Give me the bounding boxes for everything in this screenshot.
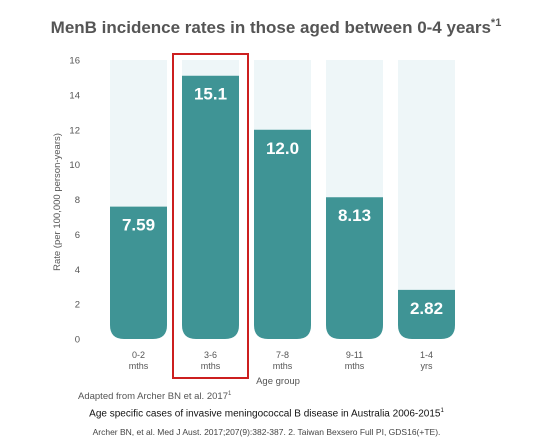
bar-value-label: 8.13 xyxy=(338,206,371,225)
value-labels: 7.59 15.1 12.0 8.13 2.82 xyxy=(122,85,443,318)
x-tick-label: 0-2 xyxy=(132,350,145,360)
y-tick-label: 16 xyxy=(69,56,80,67)
y-tick-label: 6 xyxy=(75,230,80,241)
x-tick-label: 1-4 xyxy=(420,350,433,360)
bar xyxy=(182,75,239,339)
bar-value-label: 7.59 xyxy=(122,216,155,235)
bar xyxy=(110,206,167,339)
y-tick-label: 8 xyxy=(75,195,80,206)
references: Archer BN, et al. Med J Aust. 2017;207(9… xyxy=(92,427,441,437)
chart-title: MenB incidence rates in those aged betwe… xyxy=(51,17,502,37)
highlight-box xyxy=(172,53,249,379)
x-tick-label: 9-11 xyxy=(346,350,363,360)
y-axis-ticks: 0 2 4 6 8 10 12 14 16 xyxy=(69,56,80,346)
x-tick-label: 7-8 xyxy=(276,350,289,360)
y-tick-label: 10 xyxy=(69,160,80,171)
bar-background xyxy=(398,60,455,339)
x-axis-label: Age group xyxy=(256,376,300,387)
y-tick-label: 0 xyxy=(75,335,80,346)
adapted-from-note: Adapted from Archer BN et al. 20171 xyxy=(78,391,232,403)
bar-value-label: 12.0 xyxy=(266,139,299,158)
y-tick-label: 2 xyxy=(75,300,80,311)
figure-caption: Age specific cases of invasive meningoco… xyxy=(89,408,444,420)
bars xyxy=(110,75,455,339)
x-tick-label: mths xyxy=(345,361,365,371)
x-tick-label: mths xyxy=(201,361,221,371)
bar xyxy=(254,129,311,339)
y-tick-label: 4 xyxy=(75,265,80,276)
bar xyxy=(326,197,383,339)
x-tick-label: 3-6 xyxy=(204,350,217,360)
y-tick-label: 14 xyxy=(69,90,80,101)
y-axis-label: Rate (per 100,000 person-years) xyxy=(52,133,63,271)
x-tick-label: yrs xyxy=(421,361,433,371)
bar-value-label: 2.82 xyxy=(410,299,443,318)
bar-value-label: 15.1 xyxy=(194,85,227,104)
y-tick-label: 12 xyxy=(69,125,80,136)
x-tick-label: mths xyxy=(129,361,149,371)
x-tick-label: mths xyxy=(273,361,293,371)
bar xyxy=(398,289,455,339)
